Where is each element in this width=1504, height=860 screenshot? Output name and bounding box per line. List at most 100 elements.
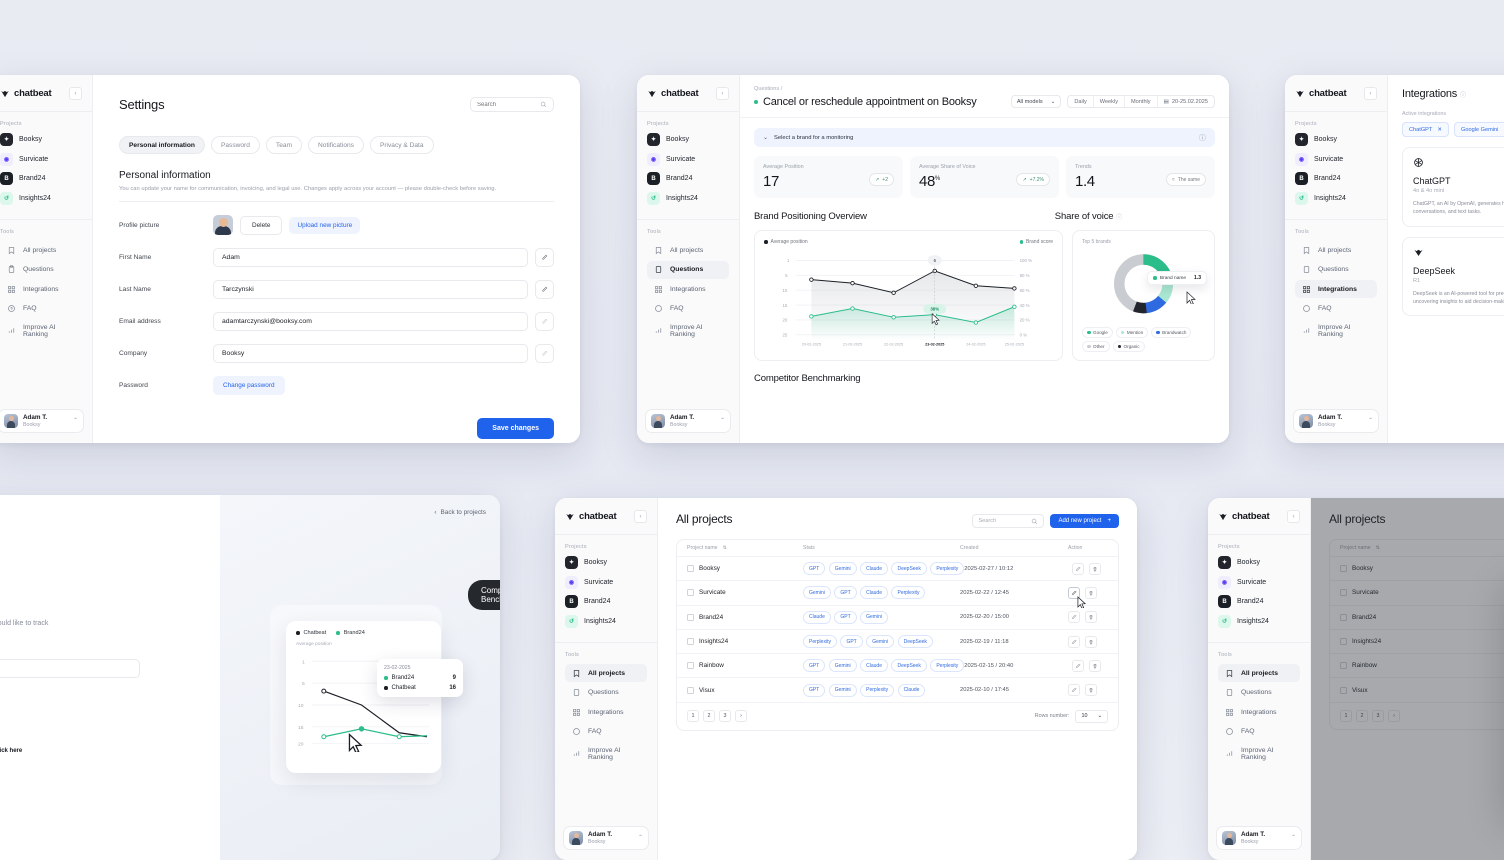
collapse-sidebar-button[interactable]: ‹ bbox=[716, 87, 729, 100]
range-monthly[interactable]: Monthly bbox=[1125, 96, 1158, 107]
sidebar-item-survicate[interactable]: ◉ Survicate bbox=[0, 152, 82, 166]
user-menu[interactable]: Adam T. Booksy ⌃ bbox=[1293, 408, 1379, 433]
range-daily[interactable]: Daily bbox=[1068, 96, 1094, 107]
page-1-button[interactable]: 1 bbox=[687, 710, 699, 723]
chip-chatgpt[interactable]: ChatGPT ✕ bbox=[1402, 122, 1450, 137]
search-field[interactable] bbox=[470, 97, 554, 112]
domain-input[interactable]: https://example.com bbox=[0, 659, 140, 678]
change-password-button[interactable]: Change password bbox=[213, 376, 285, 395]
breadcrumb[interactable]: Questions / bbox=[754, 86, 783, 92]
table-row[interactable]: Visux GPT Gemini Perplexity Claude 2025-… bbox=[677, 678, 1118, 703]
user-menu[interactable]: Adam T. Booksy ⌃ bbox=[1216, 825, 1302, 850]
sidebar-item-faq[interactable]: FAQ bbox=[1295, 300, 1377, 318]
tab-team[interactable]: Team bbox=[265, 136, 303, 154]
sidebar-item-all-projects[interactable]: All projects bbox=[647, 241, 729, 259]
sidebar-item-questions[interactable]: Questions bbox=[1218, 684, 1300, 702]
tab-notifications[interactable]: Notifications bbox=[308, 136, 364, 154]
sidebar-item-improve-ai-ranking[interactable]: Improve AI Ranking bbox=[1218, 742, 1300, 765]
upload-picture-button[interactable]: Upload new picture bbox=[289, 216, 361, 234]
sidebar-item-booksy[interactable]: ✦ Booksy bbox=[565, 556, 647, 569]
delete-row-button[interactable] bbox=[1085, 611, 1097, 624]
tab-personal-information[interactable]: Personal information bbox=[119, 136, 205, 154]
delete-picture-button[interactable]: Delete bbox=[240, 215, 283, 235]
table-row[interactable]: Brand24 Claude GPT Gemini 2025-02-20 / 1… bbox=[677, 606, 1118, 630]
last-name-input[interactable]: Tarczynski bbox=[213, 280, 528, 299]
edit-first-name-button[interactable] bbox=[535, 248, 554, 267]
email-input[interactable]: adamtarczynski@booksy.com bbox=[213, 312, 528, 331]
next-page-button[interactable]: › bbox=[735, 710, 747, 723]
page-2-button[interactable]: 2 bbox=[703, 710, 715, 723]
sidebar-item-all-projects[interactable]: All projects bbox=[1218, 664, 1300, 682]
sidebar-item-survicate[interactable]: ◉ Survicate bbox=[1295, 152, 1377, 166]
sidebar-item-booksy[interactable]: ✦ Booksy bbox=[0, 133, 82, 146]
model-select[interactable]: All models ⌄ bbox=[1010, 95, 1062, 108]
save-changes-button[interactable]: Save changes bbox=[477, 418, 554, 439]
sidebar-item-improve-ai-ranking[interactable]: Improve AI Ranking bbox=[1295, 319, 1377, 342]
sidebar-item-insights24[interactable]: ↺ Insights24 bbox=[1295, 191, 1377, 205]
edit-last-name-button[interactable] bbox=[535, 280, 554, 299]
sidebar-item-integrations[interactable]: Integrations bbox=[0, 280, 82, 298]
close-icon[interactable]: ✕ bbox=[1437, 126, 1443, 133]
row-checkbox[interactable] bbox=[687, 613, 694, 621]
search-input[interactable] bbox=[477, 101, 540, 108]
user-menu[interactable]: Adam T. Booksy ⌃ bbox=[645, 408, 731, 433]
user-menu[interactable]: Adam T. Booksy ⌃ bbox=[563, 825, 649, 850]
tab-password[interactable]: Password bbox=[210, 136, 260, 154]
edit-row-button[interactable] bbox=[1068, 611, 1080, 624]
sidebar-item-booksy[interactable]: ✦ Booksy bbox=[647, 133, 729, 146]
sidebar-item-integrations[interactable]: Integrations bbox=[565, 703, 647, 721]
sidebar-item-questions[interactable]: Questions bbox=[1295, 261, 1377, 279]
sidebar-item-improve-ai-ranking[interactable]: Improve AI Ranking bbox=[565, 742, 647, 765]
info-icon[interactable]: ⓘ bbox=[1115, 215, 1122, 221]
sidebar-item-integrations[interactable]: Integrations bbox=[647, 280, 729, 298]
sidebar-item-insights24[interactable]: ↺ Insights24 bbox=[1218, 614, 1300, 628]
modal-overlay[interactable] bbox=[1311, 498, 1504, 860]
sidebar-item-survicate[interactable]: ◉ Survicate bbox=[1218, 575, 1300, 589]
user-menu[interactable]: Adam T. Booksy ⌃ bbox=[0, 408, 84, 433]
table-row[interactable]: Survicate Gemini GPT Claude Perplexity 2… bbox=[677, 581, 1118, 609]
collapse-sidebar-button[interactable]: ‹ bbox=[1364, 87, 1377, 100]
back-to-projects-link[interactable]: ‹ Back to projects bbox=[434, 509, 486, 516]
range-weekly[interactable]: Weekly bbox=[1094, 96, 1126, 107]
delete-row-button[interactable] bbox=[1085, 586, 1097, 599]
search-field[interactable]: Search bbox=[972, 514, 1045, 528]
company-input[interactable]: Booksy bbox=[213, 344, 528, 363]
edit-row-button[interactable] bbox=[1068, 635, 1080, 648]
delete-row-button[interactable] bbox=[1085, 635, 1097, 648]
collapse-sidebar-button[interactable]: ‹ bbox=[69, 87, 82, 100]
collapse-sidebar-button[interactable]: ‹ bbox=[1287, 510, 1300, 523]
sidebar-item-brand24[interactable]: B Brand24 bbox=[647, 172, 729, 185]
sidebar-item-insights24[interactable]: ↺ Insights24 bbox=[0, 191, 82, 205]
sidebar-item-booksy[interactable]: ✦ Booksy bbox=[1295, 133, 1377, 146]
sidebar-item-questions[interactable]: Questions bbox=[0, 261, 82, 279]
sidebar-item-brand24[interactable]: B Brand24 bbox=[1295, 172, 1377, 185]
info-icon[interactable]: ⓘ bbox=[1459, 93, 1466, 99]
sidebar-item-improve-ai-ranking[interactable]: Improve AI Ranking bbox=[647, 319, 729, 342]
collapse-sidebar-button[interactable]: ‹ bbox=[634, 510, 647, 523]
sidebar-item-faq[interactable]: FAQ bbox=[1218, 723, 1300, 741]
sidebar-item-survicate[interactable]: ◉ Survicate bbox=[647, 152, 729, 166]
rows-select[interactable]: 10 ⌄ bbox=[1075, 709, 1108, 723]
row-checkbox[interactable] bbox=[687, 686, 694, 694]
sidebar-item-faq[interactable]: FAQ bbox=[565, 723, 647, 741]
edit-row-button[interactable] bbox=[1072, 562, 1085, 575]
table-row[interactable]: Rainbow GPT Gemini Claude DeepSeek Perpl… bbox=[677, 654, 1118, 679]
chip-google-gemini[interactable]: Google Gemini✕ bbox=[1454, 122, 1504, 137]
delete-row-button[interactable] bbox=[1085, 684, 1097, 697]
info-icon[interactable]: ⓘ bbox=[1199, 134, 1206, 142]
sidebar-item-questions[interactable]: Questions bbox=[565, 684, 647, 702]
row-checkbox[interactable] bbox=[687, 662, 694, 670]
brand-monitoring-banner[interactable]: ⌄ Select a brand for a monitoring ⓘ bbox=[754, 128, 1215, 147]
sidebar-item-insights24[interactable]: ↺ Insights24 bbox=[565, 614, 647, 628]
sidebar-item-improve-ai-ranking[interactable]: Improve AI Ranking bbox=[0, 319, 82, 342]
page-3-button[interactable]: 3 bbox=[719, 710, 731, 723]
sidebar-item-questions[interactable]: Questions bbox=[647, 260, 729, 279]
table-row[interactable]: Booksy GPT Gemini Claude DeepSeek Perple… bbox=[677, 557, 1118, 582]
add-new-project-button[interactable]: Add new project + bbox=[1050, 514, 1119, 528]
edit-email-button[interactable] bbox=[535, 312, 554, 331]
row-checkbox[interactable] bbox=[687, 638, 694, 646]
footer-link[interactable]: Click here bbox=[0, 748, 23, 754]
first-name-input[interactable]: Adam bbox=[213, 248, 528, 267]
sidebar-item-brand24[interactable]: B Brand24 bbox=[0, 172, 82, 185]
table-row[interactable]: Insights24 Perplexity GPT Gemini DeepSee… bbox=[677, 630, 1118, 655]
